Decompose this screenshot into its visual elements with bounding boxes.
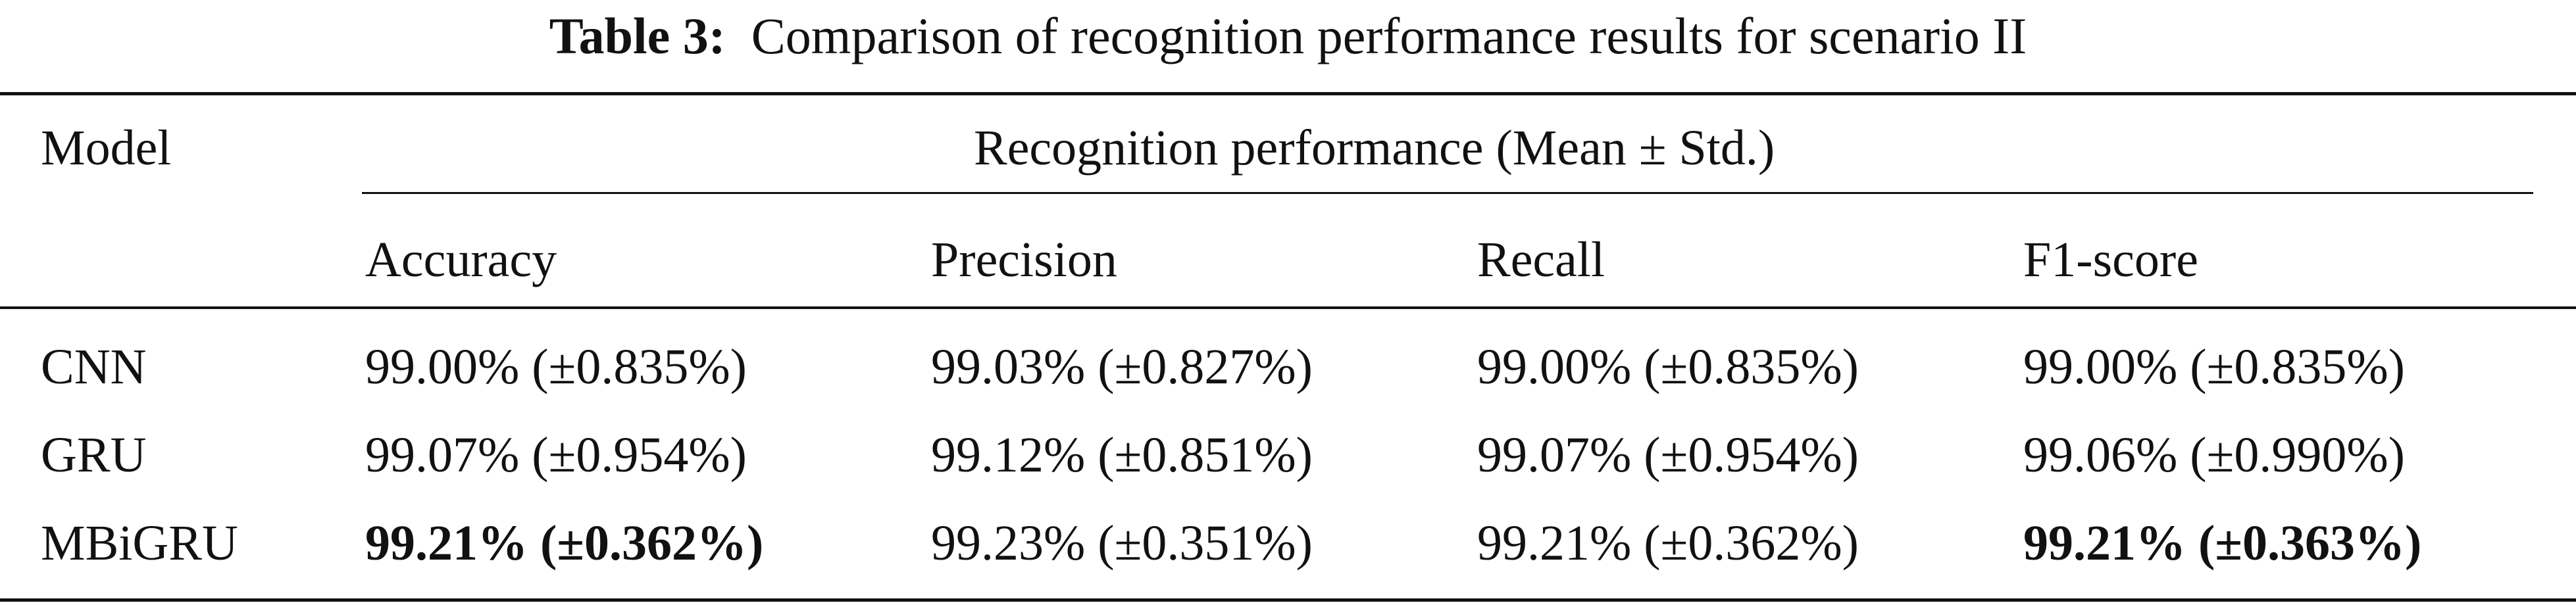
table-cell: 99.21% (±0.362%) bbox=[1477, 516, 1859, 571]
column-header-f1-score: F1-score bbox=[2023, 232, 2198, 287]
table-cell: 99.00% (±0.835%) bbox=[1477, 339, 1859, 395]
row-model-mbigru: MBiGRU bbox=[41, 516, 238, 571]
table-cell: 99.21% (±0.362%) bbox=[365, 516, 764, 571]
table-cell: 99.03% (±0.827%) bbox=[931, 339, 1313, 395]
group-header-rule bbox=[362, 192, 2533, 194]
table-cell: 99.12% (±0.851%) bbox=[931, 427, 1313, 483]
column-header-accuracy: Accuracy bbox=[365, 232, 557, 287]
row-model-gru: GRU bbox=[41, 427, 147, 483]
table-cell: 99.06% (±0.990%) bbox=[2023, 427, 2405, 483]
table-cell: 99.07% (±0.954%) bbox=[1477, 427, 1859, 483]
table-cell: 99.21% (±0.363%) bbox=[2023, 516, 2422, 571]
table-cell: 99.00% (±0.835%) bbox=[2023, 339, 2405, 395]
table-cell: 99.07% (±0.954%) bbox=[365, 427, 747, 483]
table-cell: 99.23% (±0.351%) bbox=[931, 516, 1313, 571]
caption-label: Table 3: bbox=[549, 7, 726, 64]
table-cell: 99.00% (±0.835%) bbox=[365, 339, 747, 395]
header-bottom-rule bbox=[0, 306, 2576, 309]
column-header-precision: Precision bbox=[931, 232, 1117, 287]
group-header: Recognition performance (Mean ± Std.) bbox=[974, 120, 1775, 176]
model-header: Model bbox=[41, 120, 172, 176]
table-caption: Table 3: Comparison of recognition perfo… bbox=[0, 0, 2576, 72]
column-header-recall: Recall bbox=[1477, 232, 1605, 287]
top-rule bbox=[0, 92, 2576, 95]
row-model-cnn: CNN bbox=[41, 339, 147, 395]
bottom-rule bbox=[0, 598, 2576, 602]
caption-text: Comparison of recognition performance re… bbox=[751, 7, 2027, 64]
